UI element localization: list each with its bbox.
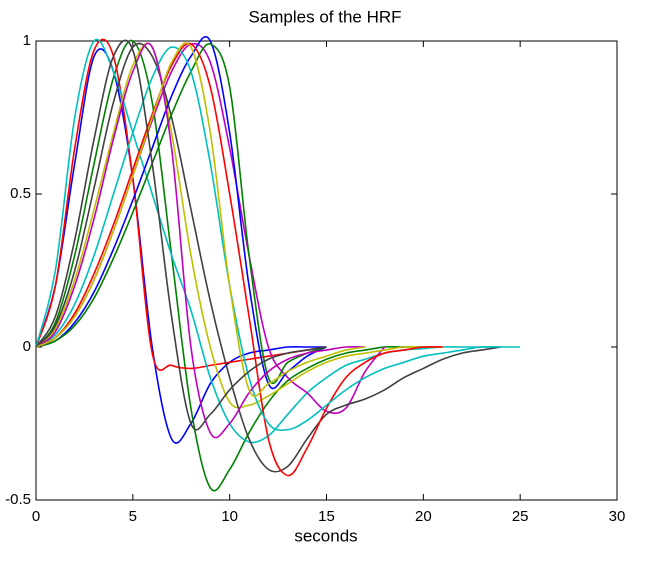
x-tick-label: 30: [609, 508, 626, 525]
line: [35, 48, 327, 444]
chart-title: Samples of the HRF: [248, 7, 401, 26]
x-tick-label: 5: [129, 508, 137, 525]
y-tick-label: 1: [23, 32, 31, 49]
line: [35, 42, 366, 397]
line: [35, 39, 327, 431]
x-tick-label: 0: [32, 508, 40, 525]
x-axis-label: seconds: [294, 526, 357, 545]
line: [35, 39, 424, 492]
line: [35, 42, 501, 473]
x-tick-label: 20: [415, 508, 432, 525]
x-tick-label: 25: [512, 508, 529, 525]
line: [35, 42, 443, 409]
line: [35, 38, 501, 444]
line: [35, 42, 443, 477]
y-tick-label: 0.5: [10, 185, 31, 202]
line: [35, 35, 327, 390]
y-tick-label: 0: [23, 338, 31, 355]
x-tick-label: 15: [318, 508, 335, 525]
x-tick-label: 10: [221, 508, 238, 525]
line: [35, 42, 366, 439]
line: [35, 46, 521, 431]
y-tick-label: -0.5: [5, 491, 31, 508]
